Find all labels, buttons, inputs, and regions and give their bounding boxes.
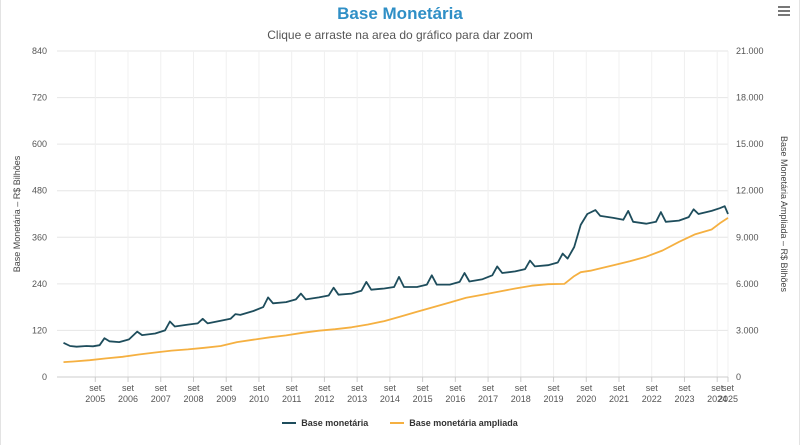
y-tick-label: 600 bbox=[32, 139, 47, 149]
y-axis-title: Base Monetária – R$ Bilhões bbox=[12, 155, 22, 272]
x-tick-label-month: set bbox=[286, 383, 299, 393]
chart-subtitle: Clique e arraste na area do gráfico para… bbox=[267, 28, 533, 42]
chart-title: Base Monetária bbox=[337, 4, 463, 23]
x-tick-label-month: set bbox=[122, 383, 135, 393]
x-tick-label-year: 2006 bbox=[118, 394, 138, 404]
series-line-base-monetaria-ampliada bbox=[63, 217, 729, 363]
x-tick-label-year: 2015 bbox=[413, 394, 433, 404]
x-tick-label-month: set bbox=[351, 383, 364, 393]
x-tick-label-year: 2023 bbox=[674, 394, 694, 404]
x-tick-label-month: set bbox=[711, 383, 724, 393]
x-tick-label-year: 2025 bbox=[718, 394, 738, 404]
x-tick-label-year: 2009 bbox=[216, 394, 236, 404]
legend-item-base-monetaria[interactable]: Base monetária bbox=[282, 418, 368, 428]
y2-tick-label: 12.000 bbox=[736, 186, 764, 196]
chart-legend: Base monetária Base monetária ampliada bbox=[0, 418, 800, 428]
y2-tick-label: 15.000 bbox=[736, 139, 764, 149]
y-tick-label: 0 bbox=[42, 372, 47, 382]
y-tick-label: 720 bbox=[32, 93, 47, 103]
y-tick-label: 360 bbox=[32, 232, 47, 242]
y2-tick-label: 6.000 bbox=[736, 279, 759, 289]
x-tick-label-month: set bbox=[678, 383, 691, 393]
chart-frame-left bbox=[0, 0, 1, 445]
x-tick-label-year: 2007 bbox=[151, 394, 171, 404]
x-tick-label-year: 2013 bbox=[347, 394, 367, 404]
x-tick-label-year: 2010 bbox=[249, 394, 269, 404]
x-tick-label-year: 2022 bbox=[642, 394, 662, 404]
x-tick-label-month: set bbox=[187, 383, 200, 393]
y-tick-label: 240 bbox=[32, 279, 47, 289]
series-line-base-monetaria bbox=[63, 205, 729, 348]
y2-tick-label: 21.000 bbox=[736, 46, 764, 56]
x-tick-label-month: set bbox=[548, 383, 561, 393]
x-tick-label-year: 2005 bbox=[85, 394, 105, 404]
x-tick-label-month: set bbox=[253, 383, 266, 393]
x-tick-label-month: set bbox=[318, 383, 331, 393]
y2-axis-title: Base Monetária Ampliada – R$ Bilhões bbox=[779, 136, 789, 293]
x-tick-label-year: 2018 bbox=[511, 394, 531, 404]
y-tick-label: 840 bbox=[32, 46, 47, 56]
legend-swatch-base-monetaria-ampliada bbox=[390, 422, 405, 424]
x-tick-label-year: 2021 bbox=[609, 394, 629, 404]
x-tick-label-month: set bbox=[155, 383, 168, 393]
x-tick-label-month: set bbox=[220, 383, 233, 393]
x-tick-label-month: set bbox=[449, 383, 462, 393]
y-tick-label: 480 bbox=[32, 186, 47, 196]
legend-swatch-base-monetaria bbox=[282, 422, 297, 424]
x-tick-label-year: 2019 bbox=[544, 394, 564, 404]
x-tick-label-month: set bbox=[722, 383, 735, 393]
y2-tick-label: 18.000 bbox=[736, 93, 764, 103]
x-tick-label-month: set bbox=[580, 383, 593, 393]
x-tick-label-year: 2024 bbox=[707, 394, 727, 404]
legend-item-base-monetaria-ampliada[interactable]: Base monetária ampliada bbox=[390, 418, 518, 428]
x-tick-label-year: 2012 bbox=[314, 394, 334, 404]
x-tick-label-year: 2016 bbox=[445, 394, 465, 404]
y2-tick-label: 3.000 bbox=[736, 325, 759, 335]
legend-label-base-monetaria: Base monetária bbox=[301, 418, 369, 428]
x-tick-label-month: set bbox=[482, 383, 495, 393]
x-tick-label-month: set bbox=[646, 383, 659, 393]
x-tick-label-year: 2017 bbox=[478, 394, 498, 404]
y-tick-label: 120 bbox=[32, 325, 47, 335]
legend-label-base-monetaria-ampliada: Base monetária ampliada bbox=[409, 418, 518, 428]
y2-tick-label: 9.000 bbox=[736, 232, 759, 242]
hamburger-menu-icon[interactable] bbox=[778, 6, 790, 16]
x-tick-label-year: 2014 bbox=[380, 394, 400, 404]
y2-tick-label: 0 bbox=[736, 372, 741, 382]
x-tick-label-year: 2011 bbox=[282, 394, 301, 404]
x-tick-label-month: set bbox=[613, 383, 626, 393]
x-tick-label-year: 2020 bbox=[576, 394, 596, 404]
x-tick-label-month: set bbox=[515, 383, 528, 393]
x-tick-label-month: set bbox=[89, 383, 102, 393]
x-tick-label-month: set bbox=[384, 383, 397, 393]
x-tick-label-year: 2008 bbox=[183, 394, 203, 404]
x-tick-label-month: set bbox=[417, 383, 430, 393]
